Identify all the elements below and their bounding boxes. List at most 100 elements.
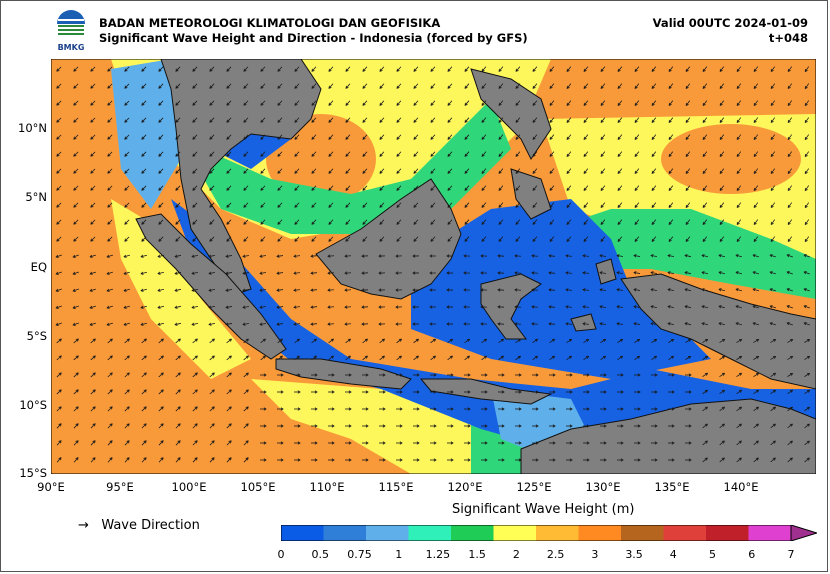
wave-height-map [51, 59, 816, 474]
wave-direction-arrowhead [450, 458, 454, 462]
wave-direction-arrowhead [685, 221, 689, 226]
wave-direction-arrowhead [276, 288, 280, 292]
wave-direction-arrowhead [140, 288, 144, 292]
wave-direction-arrowhead [735, 322, 739, 326]
wave-direction-arrowhead [685, 170, 689, 175]
wave-direction-arrow [413, 338, 419, 344]
wave-direction-arrow [413, 185, 419, 191]
wave-direction-arrowhead [583, 119, 587, 123]
wave-direction-arrowhead [515, 119, 519, 123]
wave-direction-arrow [56, 338, 62, 344]
wave-direction-arrowhead [515, 204, 519, 208]
wave-direction-arrow [702, 372, 708, 378]
wave-direction-arrowhead [107, 187, 111, 191]
wave-direction-arrow [413, 134, 419, 140]
wave-direction-arrow [532, 219, 538, 225]
wave-direction-arrow [702, 440, 708, 446]
wave-direction-arrowhead [739, 338, 743, 342]
wave-direction-arrow [124, 440, 130, 446]
wave-direction-arrow [736, 372, 742, 378]
wave-direction-arrow [464, 100, 470, 106]
wave-direction-arrowhead [276, 322, 280, 326]
wave-direction-arrow [90, 151, 96, 157]
header-left: BADAN METEOROLOGI KLIMATOLOGI DAN GEOFIS… [99, 16, 528, 46]
wave-direction-arrowhead [786, 322, 790, 326]
wave-direction-arrowhead [345, 68, 349, 72]
wave-direction-arrow [498, 83, 504, 89]
lon-label-110e: 110°E [309, 480, 345, 494]
wave-direction-arrowhead [260, 153, 264, 157]
wave-direction-arrow [192, 151, 198, 157]
wave-direction-arrow [719, 356, 725, 360]
wave-direction-arrowhead [770, 68, 774, 73]
wave-direction-arrow [702, 151, 708, 157]
wave-direction-arrowhead [72, 322, 76, 326]
wave-direction-arrowhead [464, 187, 468, 191]
wave-direction-arrow [158, 100, 164, 106]
wave-direction-arrow [310, 306, 318, 308]
wave-direction-arrowhead [109, 355, 113, 359]
wave-direction-arrowhead [483, 338, 488, 342]
wave-direction-arrow [73, 271, 79, 275]
wave-direction-arrowhead [685, 119, 689, 124]
wave-direction-arrow [226, 66, 232, 72]
wave-direction-arrowhead [568, 355, 573, 359]
wave-direction-arrowhead [192, 170, 196, 174]
wave-direction-arrowhead [684, 288, 688, 292]
wave-direction-arrow [736, 356, 742, 360]
wave-direction-arrow [260, 117, 266, 123]
wave-direction-arrowhead [535, 373, 539, 377]
wave-direction-arrowhead [650, 305, 654, 309]
wave-direction-arrowhead [90, 170, 94, 174]
wave-direction-arrowhead [736, 68, 740, 73]
wave-direction-arrow [56, 100, 62, 106]
wave-direction-arrow [701, 288, 709, 292]
wave-direction-arrow [599, 272, 607, 274]
wave-direction-arrowhead [310, 271, 314, 275]
wave-direction-arrow [56, 305, 62, 309]
wave-direction-arrowhead [603, 458, 607, 462]
wave-direction-arrowhead [260, 85, 264, 89]
wave-direction-arrow [276, 323, 284, 325]
wave-direction-arrow [293, 272, 301, 274]
wave-direction-arrow [141, 406, 147, 412]
wave-direction-arrowhead [586, 458, 590, 462]
wave-direction-arrowhead [531, 305, 535, 309]
wave-direction-arrowhead [806, 406, 811, 410]
wave-direction-arrow [362, 202, 368, 208]
wave-direction-arrowhead [566, 221, 570, 225]
wave-direction-label: Wave Direction [101, 518, 200, 533]
wave-direction-arrowhead [226, 221, 230, 225]
wave-direction-arrowhead [243, 85, 247, 89]
wave-direction-arrow [532, 185, 538, 191]
wave-direction-arrow [719, 134, 725, 140]
wave-direction-arrowhead [413, 85, 417, 89]
wave-direction-arrow [141, 83, 147, 89]
wave-direction-arrowhead [566, 136, 570, 140]
wave-direction-arrow [599, 306, 607, 308]
wave-direction-arrow [531, 272, 539, 274]
wave-direction-arrow [498, 236, 504, 242]
wave-direction-arrowhead [90, 238, 94, 242]
wave-direction-arrow [362, 338, 368, 344]
wave-direction-arrow [600, 151, 606, 157]
wave-direction-arrow [634, 66, 640, 72]
wave-direction-arrow [804, 356, 810, 360]
wave-direction-arrowhead [396, 85, 400, 89]
wave-direction-arrow [327, 272, 335, 274]
wave-direction-arrowhead [345, 136, 349, 140]
wave-direction-arrow [209, 168, 215, 174]
wave-direction-arrowhead [90, 68, 94, 72]
wave-direction-arrow [583, 117, 589, 123]
wave-direction-arrowhead [211, 406, 215, 410]
wave-direction-arrowhead [447, 153, 451, 157]
wave-direction-arrow [804, 202, 810, 208]
wave-direction-arrowhead [72, 254, 76, 258]
wave-direction-arrow [141, 134, 147, 140]
wave-direction-arrow [345, 134, 351, 140]
wave-direction-arrow [787, 202, 793, 208]
lat-label-10s: 10°S [19, 398, 47, 412]
wave-direction-arrowhead [633, 305, 637, 309]
wave-direction-arrow [498, 338, 504, 344]
wave-direction-arrowhead [280, 424, 284, 428]
